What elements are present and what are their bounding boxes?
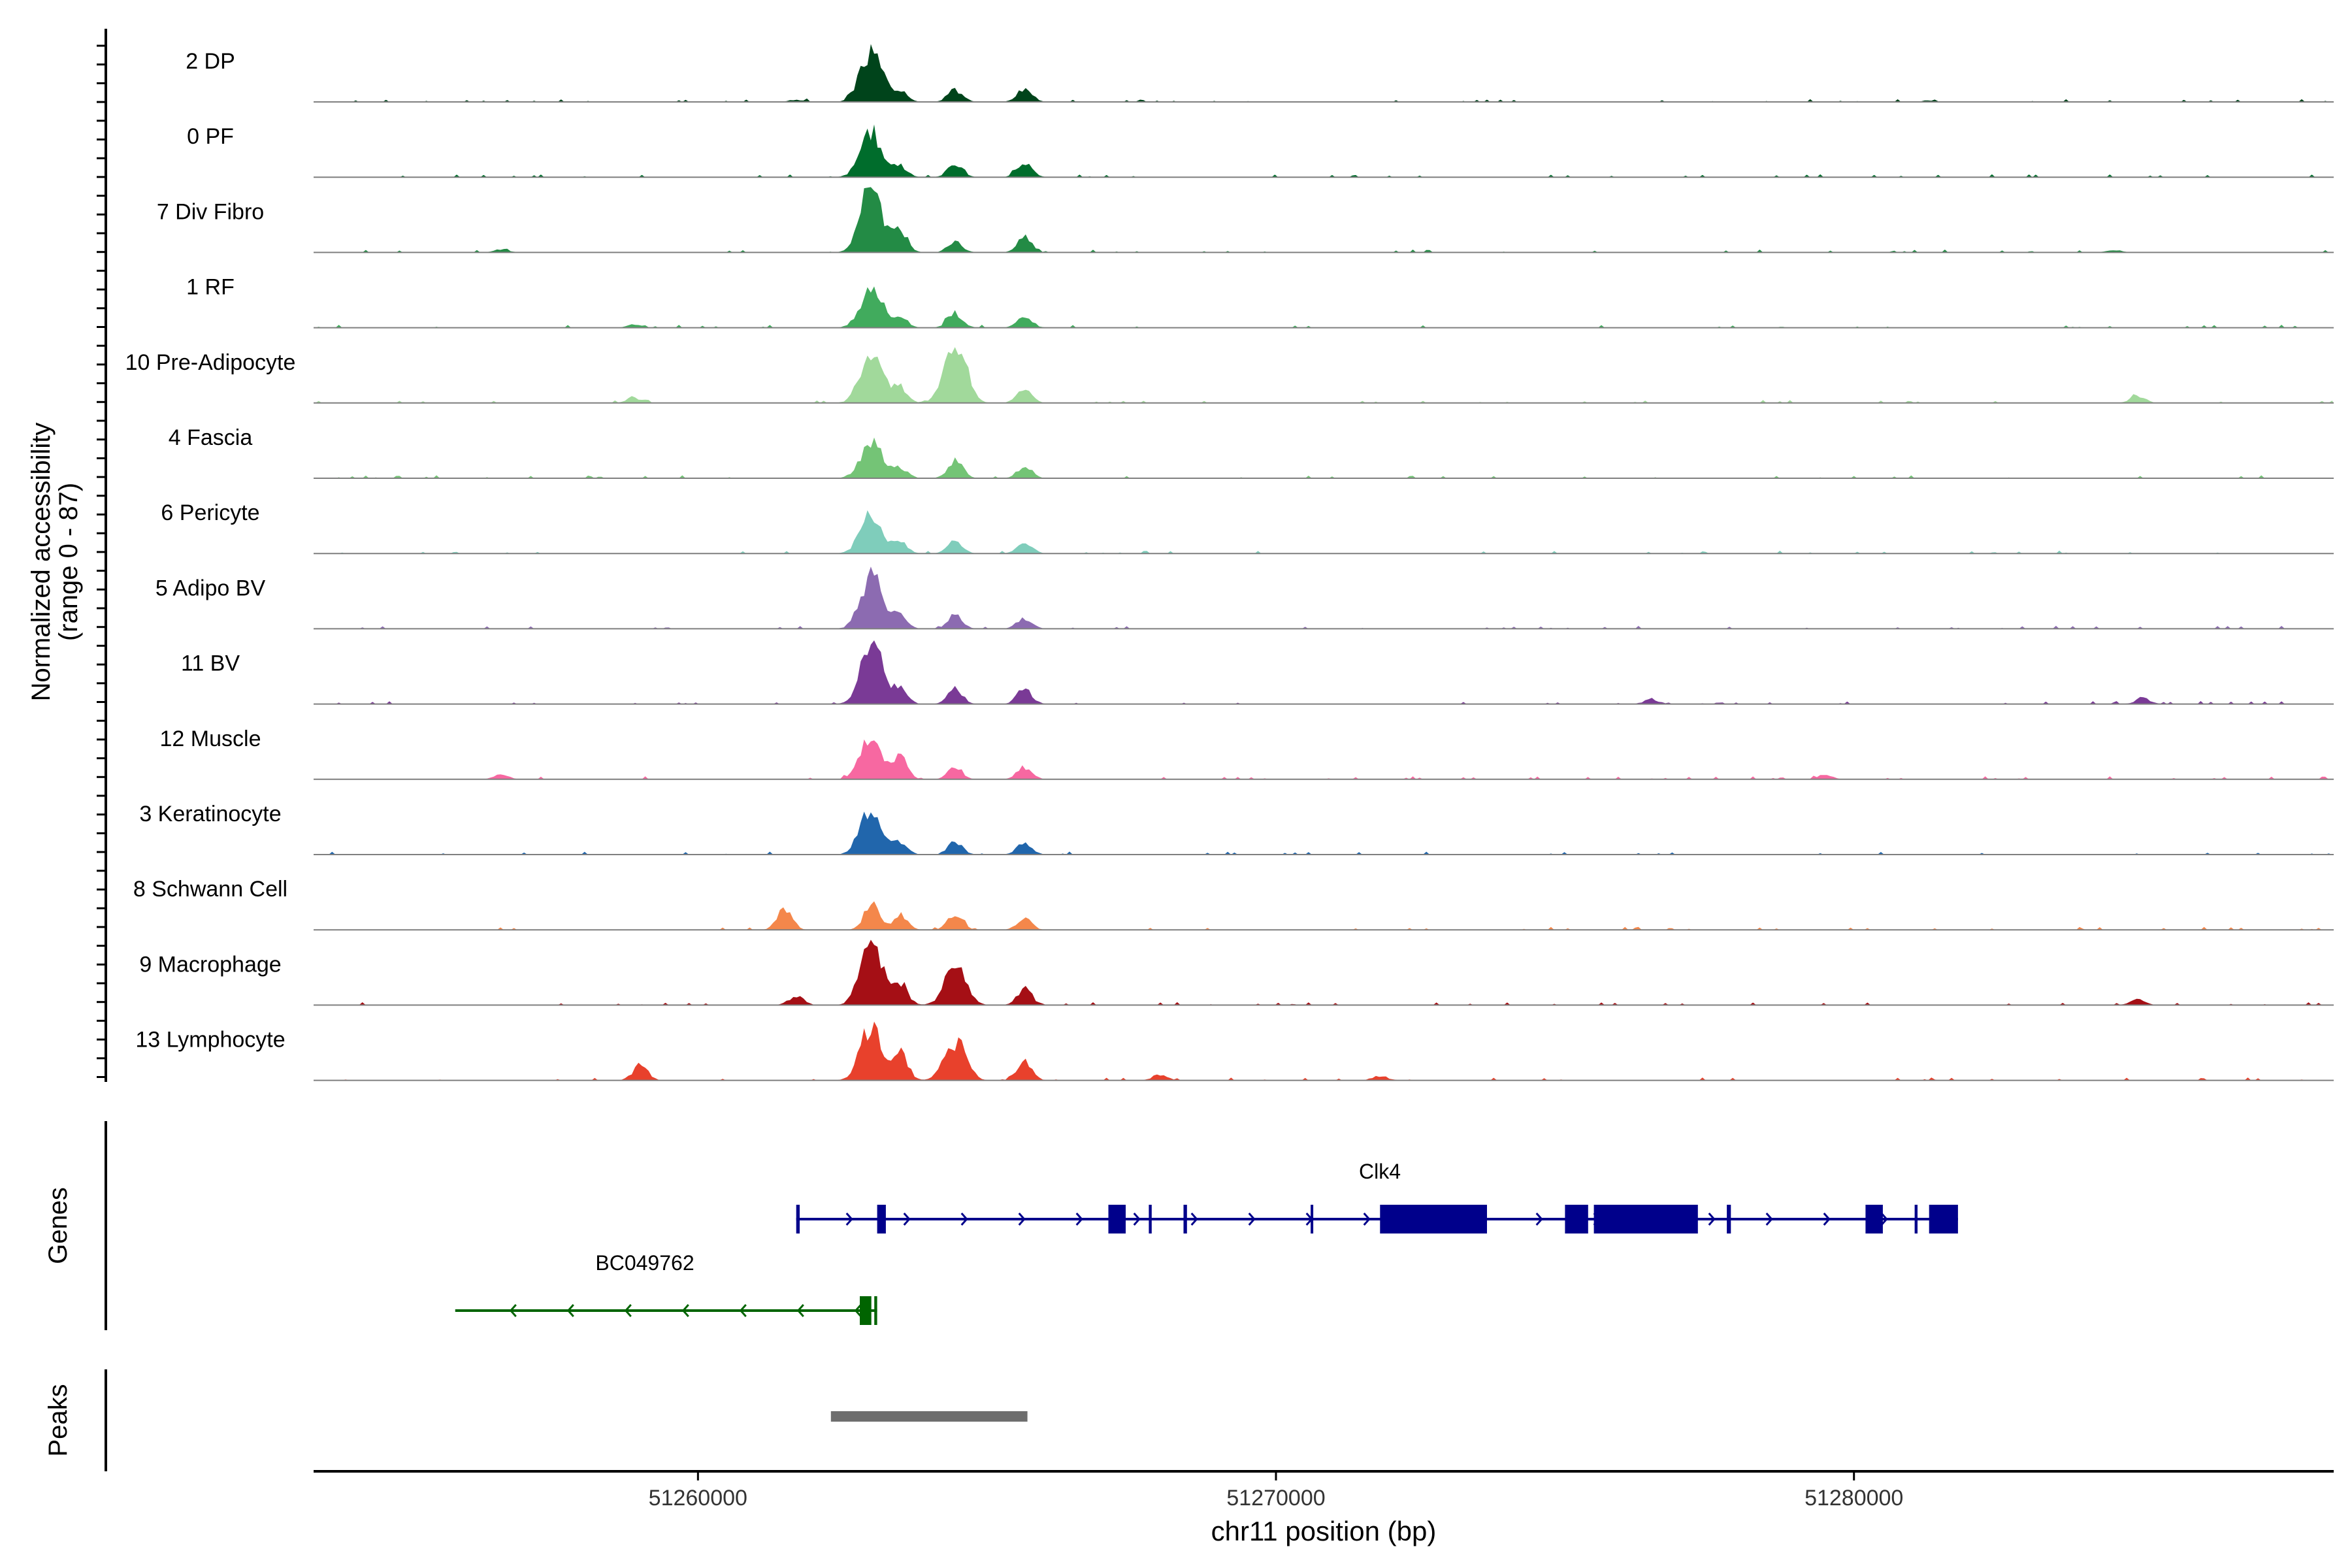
peaks-panel-label: Peaks: [44, 1384, 73, 1456]
gene-label: BC049762: [595, 1251, 694, 1275]
strand-arrow: [1535, 1213, 1543, 1226]
strand-arrow: [1363, 1213, 1371, 1226]
exon: [1565, 1205, 1588, 1233]
track-8-schwann-cell: 8 Schwann Cell: [133, 877, 2334, 931]
peaks-panel: [830, 1411, 1028, 1422]
strand-arrow: [509, 1304, 517, 1317]
strand-arrow: [960, 1213, 968, 1226]
strand-arrow: [681, 1304, 689, 1317]
track-1-rf: 1 RF: [186, 275, 2334, 329]
track-label: 3 Keratinocyte: [139, 802, 281, 826]
track-label: 0 PF: [187, 124, 234, 149]
track-3-keratinocyte: 3 Keratinocyte: [139, 802, 2334, 855]
track-0-pf: 0 PF: [187, 124, 2334, 178]
exon: [877, 1205, 886, 1233]
track-label: 5 Adipo BV: [155, 576, 266, 600]
exon: [1593, 1205, 1698, 1233]
coverage-area: [314, 811, 2334, 855]
exon: [1727, 1205, 1731, 1233]
strand-arrow: [739, 1304, 747, 1317]
track-label: 7 Div Fibro: [157, 199, 264, 224]
strand-arrow: [1190, 1213, 1198, 1226]
x-tick-label: 51280000: [1805, 1486, 1903, 1511]
coverage-area: [314, 44, 2334, 102]
x-axis-ticks: 51260000 51270000 51280000: [649, 1471, 1903, 1511]
strand-arrow: [1018, 1213, 1026, 1226]
track-4-fascia: 4 Fascia: [169, 425, 2334, 479]
coverage-area: [314, 124, 2334, 178]
exon: [874, 1296, 877, 1325]
strand-arrow: [1823, 1213, 1831, 1226]
coverage-area: [314, 739, 2334, 779]
strand-arrow: [845, 1213, 853, 1226]
coverage-area: [314, 437, 2334, 478]
strand-arrow: [1133, 1213, 1141, 1226]
strand-arrow: [1765, 1213, 1773, 1226]
track-7-div-fibro: 7 Div Fibro: [157, 187, 2334, 253]
exon: [796, 1205, 800, 1233]
track-label: 2 DP: [186, 49, 235, 74]
track-10-pre-adipocyte: 10 Pre-Adipocyte: [125, 347, 2334, 404]
track-label: 12 Muscle: [160, 727, 261, 751]
track-13-lymphocyte: 13 Lymphocyte: [135, 1021, 2334, 1081]
coverage-area: [314, 510, 2334, 554]
track-6-pericyte: 6 Pericyte: [161, 500, 2334, 555]
genes-panel-label: Genes: [44, 1187, 73, 1264]
strand-arrow: [854, 1304, 862, 1317]
coverage-area: [314, 901, 2334, 930]
coverage-area: [314, 566, 2334, 629]
strand-arrow: [1075, 1213, 1083, 1226]
coverage-tracks: 2 DP 0 PF 7 Div Fibro 1 RF 10 Pre-Adipocyte 4…: [125, 44, 2334, 1081]
coverage-area: [314, 939, 2334, 1005]
peak-bar: [830, 1411, 1028, 1422]
strand-arrow: [566, 1304, 574, 1317]
exon: [1929, 1205, 1958, 1233]
exon: [1183, 1205, 1187, 1233]
track-label: 4 Fascia: [169, 425, 253, 450]
y-axis-label-line2: (range 0 - 87): [54, 483, 83, 641]
coverage-area: [314, 347, 2334, 403]
strand-arrow: [1880, 1213, 1888, 1226]
track-label: 9 Macrophage: [139, 952, 281, 977]
exon: [1311, 1205, 1314, 1233]
gene-bc049762: BC049762: [455, 1251, 877, 1325]
coverage-area: [314, 187, 2334, 253]
track-12-muscle: 12 Muscle: [160, 727, 2334, 780]
exon: [1108, 1205, 1126, 1233]
x-tick-label: 51270000: [1226, 1486, 1325, 1511]
x-tick-label: 51260000: [649, 1486, 747, 1511]
track-label: 1 RF: [186, 275, 235, 300]
coverage-area: [314, 286, 2334, 328]
x-axis-label: chr11 position (bp): [1211, 1516, 1437, 1546]
exon: [1914, 1205, 1918, 1233]
strand-arrow: [624, 1304, 632, 1317]
track-9-macrophage: 9 Macrophage: [139, 939, 2334, 1006]
track-label: 8 Schwann Cell: [133, 877, 287, 902]
genes-panel: Clk4 BC049762: [455, 1160, 1958, 1325]
gene-clk4: Clk4: [796, 1160, 1958, 1233]
coverage-y-ticks: [97, 44, 106, 1078]
gene-label: Clk4: [1359, 1160, 1401, 1183]
y-axis-label-line1: Normalized accessibility: [27, 423, 56, 702]
exon: [1865, 1205, 1883, 1233]
track-label: 10 Pre-Adipocyte: [125, 350, 296, 375]
exon: [860, 1296, 872, 1325]
track-label: 13 Lymphocyte: [135, 1028, 285, 1053]
strand-arrow: [1708, 1213, 1716, 1226]
strand-arrow: [796, 1304, 804, 1317]
track-5-adipo-bv: 5 Adipo BV: [155, 566, 2334, 630]
strand-arrow: [1248, 1213, 1256, 1226]
track-label: 6 Pericyte: [161, 500, 259, 525]
exon: [1149, 1205, 1152, 1233]
track-label: 11 BV: [181, 651, 240, 676]
coverage-area: [314, 1021, 2334, 1081]
track-11-bv: 11 BV: [181, 640, 2334, 705]
coverage-area: [314, 640, 2334, 704]
exon: [1380, 1205, 1487, 1233]
strand-arrow: [903, 1213, 911, 1226]
track-2-dp: 2 DP: [186, 44, 2334, 103]
